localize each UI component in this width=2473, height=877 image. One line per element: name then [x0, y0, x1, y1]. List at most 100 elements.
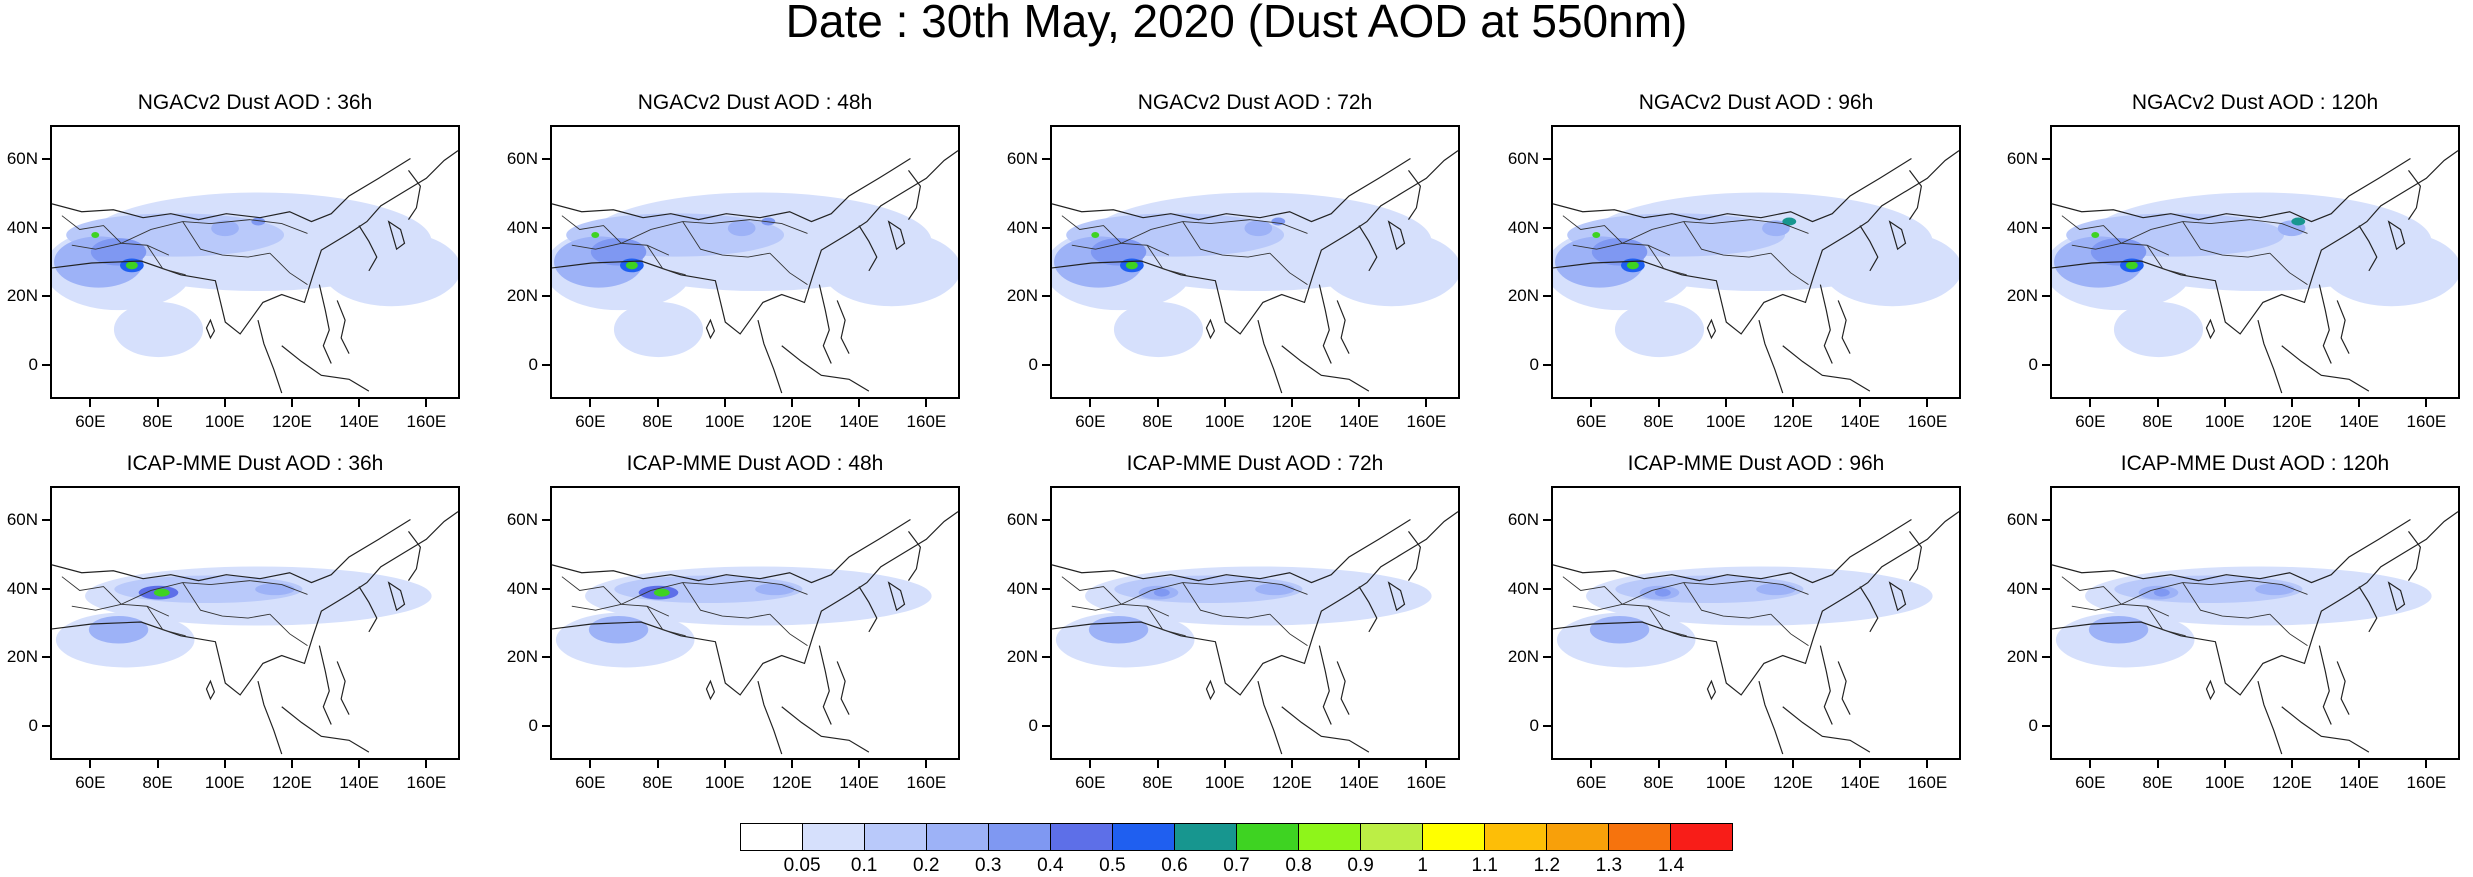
lat-tick-label: 20N — [2006, 286, 2038, 306]
lat-tick-label: 40N — [6, 578, 38, 598]
lat-tick-mark — [1543, 295, 1551, 298]
colorbar-box — [927, 824, 989, 850]
coastline — [2387, 220, 2406, 251]
aod-contour — [1255, 583, 1295, 596]
lat-tick-mark — [1042, 724, 1050, 727]
country-border — [2061, 576, 2170, 617]
coastline — [1553, 158, 1912, 223]
colorbar-label: 0.1 — [850, 855, 878, 876]
lat-tick-label: 0 — [1028, 354, 1038, 374]
aod-contour — [1091, 232, 1100, 238]
country-border — [1750, 219, 1809, 234]
lat-tick-label: 40N — [1507, 578, 1539, 598]
aod-contour — [1153, 588, 1170, 597]
lon-tick-label: 140E — [1339, 773, 1380, 792]
lat-tick-label: 60N — [1006, 510, 1038, 530]
aod-contour — [153, 588, 170, 597]
aod-contour — [1592, 232, 1601, 238]
lon-tick-label: 140E — [1840, 773, 1881, 792]
aod-contour — [588, 615, 649, 644]
coastline — [2052, 511, 2458, 696]
coastline — [552, 511, 958, 696]
country-border — [2249, 219, 2308, 234]
dust-aod-map — [1551, 486, 1961, 760]
lon-tick-mark — [1290, 399, 1293, 407]
lat-tick-label: 60N — [2006, 510, 2038, 530]
panel-title: ICAP-MME Dust AOD : 36h — [126, 452, 384, 475]
colorbar-box — [1485, 824, 1547, 850]
aod-contour — [211, 220, 239, 237]
country-border — [2071, 603, 2122, 611]
coastline — [2052, 519, 2411, 584]
lon-tick-mark — [1590, 760, 1593, 768]
coastline — [1782, 345, 1871, 392]
coastline — [1052, 511, 1458, 696]
lon-tick-label: 80E — [2142, 773, 2173, 792]
colorbar-box — [1361, 824, 1423, 850]
country-border — [2249, 580, 2308, 595]
lon-tick-label: 160E — [406, 412, 447, 431]
lon-tick-mark — [1657, 399, 1660, 407]
colorbar-box — [741, 824, 803, 850]
coastline — [1336, 661, 1350, 715]
coastline — [1706, 318, 1717, 340]
lon-tick-mark — [425, 760, 428, 768]
country-border — [1647, 606, 1687, 637]
coastline — [1859, 225, 1879, 272]
colorbar-box — [803, 824, 865, 850]
aod-contour — [591, 232, 600, 238]
colorbar — [740, 823, 1733, 851]
country-border — [621, 580, 751, 605]
country-border — [1683, 221, 1771, 258]
lon-tick-mark — [1223, 760, 1226, 768]
aod-contour — [1113, 301, 1204, 358]
country-border — [769, 613, 808, 647]
lat-tick-mark — [1042, 363, 1050, 366]
aod-contour — [88, 615, 149, 644]
coastline — [2358, 586, 2378, 633]
colorbar-label: 1.1 — [1471, 855, 1498, 876]
lon-tick-label: 60E — [75, 412, 106, 431]
panel-title: NGACv2 Dust AOD : 72h — [1137, 91, 1373, 114]
coastline — [2318, 284, 2332, 364]
coastline — [1358, 225, 1378, 272]
lat-tick-mark — [1543, 656, 1551, 659]
country-border — [1750, 580, 1809, 595]
lon-tick-mark — [156, 760, 159, 768]
lon-tick-mark — [2425, 399, 2428, 407]
aod-contour — [255, 583, 295, 596]
coastline — [1706, 679, 1717, 701]
lon-tick-label: 100E — [204, 412, 245, 431]
lon-tick-mark — [656, 399, 659, 407]
country-border — [571, 603, 622, 611]
lon-tick-mark — [1358, 760, 1361, 768]
colorbar-label: 0.2 — [912, 855, 940, 876]
coastline — [705, 679, 716, 701]
lat-tick-mark — [2042, 158, 2050, 161]
lat-tick-mark — [542, 158, 550, 161]
lat-tick-mark — [1543, 226, 1551, 229]
colorbar-label: 0.05 — [783, 855, 821, 876]
coastline — [1387, 581, 1406, 612]
aod-contour — [1626, 261, 1639, 270]
lon-tick-label: 140E — [2339, 773, 2380, 792]
aod-contour — [1125, 261, 1138, 270]
lon-tick-mark — [2089, 399, 2092, 407]
lat-tick-mark — [2042, 656, 2050, 659]
lat-tick-label: 60N — [1507, 149, 1539, 169]
colorbar-label: 1.2 — [1533, 855, 1561, 876]
aod-contour — [1782, 217, 1797, 226]
coastline — [257, 319, 283, 394]
lat-tick-label: 60N — [1006, 149, 1038, 169]
lon-tick-label: 100E — [1204, 412, 1245, 431]
country-border — [2182, 582, 2270, 619]
panel-title: ICAP-MME Dust AOD : 72h — [1126, 452, 1384, 475]
coastline — [1257, 680, 1283, 755]
coastline — [2281, 706, 2370, 753]
coastline — [836, 300, 850, 354]
coastline — [1052, 158, 1411, 223]
lat-tick-label: 0 — [528, 354, 538, 374]
lon-tick-mark — [858, 760, 861, 768]
country-border — [1770, 613, 1809, 647]
lon-tick-mark — [425, 399, 428, 407]
